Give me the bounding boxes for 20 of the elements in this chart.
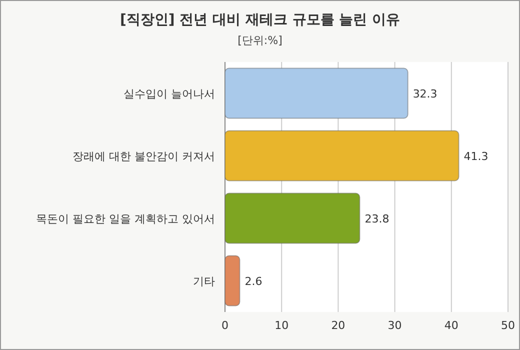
y-tick-label: 기타 — [193, 274, 215, 288]
y-tick-label: 장래에 대한 불안감이 커져서 — [72, 150, 215, 163]
bar — [224, 255, 240, 306]
data-label: 32.3 — [412, 87, 438, 100]
x-tick-label: 0 — [222, 319, 228, 332]
y-tick-label: 목돈이 필요한 일을 계획하고 있어서 — [36, 212, 215, 226]
x-tick-label: 30 — [388, 319, 402, 332]
x-tick-label: 40 — [444, 319, 458, 332]
chart-subtitle: [단위:%] — [238, 34, 282, 47]
y-tick-label: 실수입이 늘어나서 — [124, 87, 215, 100]
x-tick-label: 50 — [501, 319, 515, 332]
data-label: 2.6 — [244, 274, 262, 288]
x-tick-label: 10 — [274, 319, 289, 332]
data-label: 23.8 — [364, 212, 390, 226]
chart-title: [직장인] 전년 대비 재테크 규모를 늘린 이유 — [120, 12, 400, 28]
data-label: 41.3 — [464, 150, 488, 163]
bar — [224, 192, 360, 244]
x-tick-label: 20 — [331, 319, 346, 332]
bar — [224, 130, 460, 182]
bar — [224, 68, 408, 119]
